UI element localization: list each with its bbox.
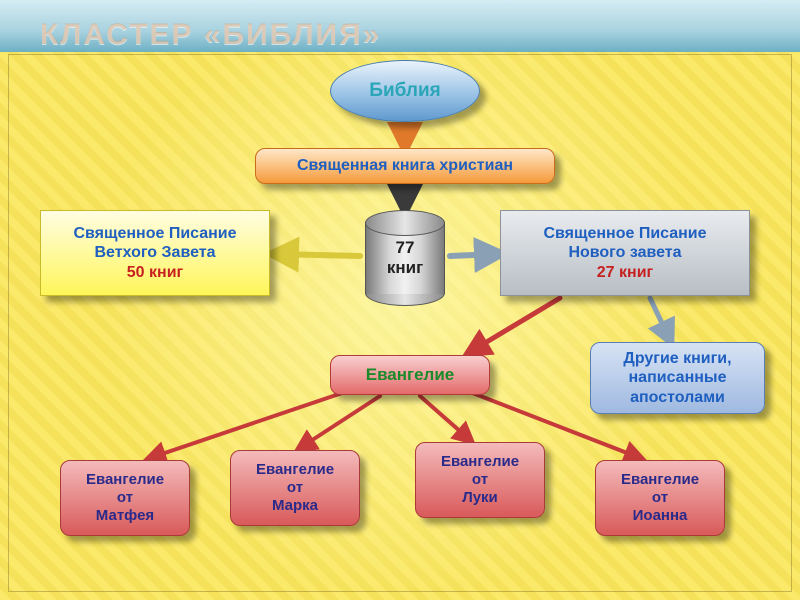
node-gospel: Евангелие	[330, 355, 490, 395]
john-l2: от	[652, 489, 668, 507]
old-line2: Ветхого Завета	[95, 243, 216, 262]
matthew-l3: Матфея	[96, 507, 154, 525]
new-line2: Нового завета	[568, 243, 681, 262]
other-line3: апостолами	[630, 388, 725, 407]
mark-l2: от	[287, 479, 303, 497]
luke-l3: Луки	[462, 489, 498, 507]
other-line2: написанные	[629, 368, 727, 387]
node-matthew: Евангелие от Матфея	[60, 460, 190, 536]
cylinder-line1: 77	[396, 238, 415, 257]
gospel-label: Евангелие	[366, 365, 455, 385]
node-bible-label: Библия	[369, 80, 440, 103]
john-l1: Евангелие	[621, 471, 699, 489]
john-l3: Иоанна	[633, 507, 688, 525]
node-cylinder: 77 книг	[365, 210, 445, 306]
other-line1: Другие книги,	[623, 349, 731, 368]
node-new-testament: Священное Писание Нового завета 27 книг	[500, 210, 750, 296]
node-other-books: Другие книги, написанные апостолами	[590, 342, 765, 414]
node-mark: Евангелие от Марка	[230, 450, 360, 526]
mark-l3: Марка	[272, 497, 318, 515]
node-old-testament: Священное Писание Ветхого Завета 50 книг	[40, 210, 270, 296]
matthew-l1: Евангелие	[86, 471, 164, 489]
new-line3: 27 книг	[597, 263, 653, 282]
old-line3: 50 книг	[127, 263, 183, 282]
cylinder-line2: книг	[387, 258, 423, 277]
ghost-title: КЛАСТЕР «БИБЛИЯ»	[40, 18, 381, 52]
node-holy-book: Священная книга христиан	[255, 148, 555, 184]
new-line1: Священное Писание	[543, 224, 706, 243]
luke-l2: от	[472, 471, 488, 489]
old-line1: Священное Писание	[73, 224, 236, 243]
luke-l1: Евангелие	[441, 453, 519, 471]
node-john: Евангелие от Иоанна	[595, 460, 725, 536]
mark-l1: Евангелие	[256, 461, 334, 479]
node-luke: Евангелие от Луки	[415, 442, 545, 518]
cylinder-label: 77 книг	[365, 238, 445, 278]
matthew-l2: от	[117, 489, 133, 507]
cylinder-top	[365, 210, 445, 236]
diagram-stage: КЛАСТЕР «БИБЛИЯ» Библия Священная книга …	[0, 0, 800, 600]
node-bible: Библия	[330, 60, 480, 122]
node-holy-book-label: Священная книга христиан	[297, 156, 513, 175]
